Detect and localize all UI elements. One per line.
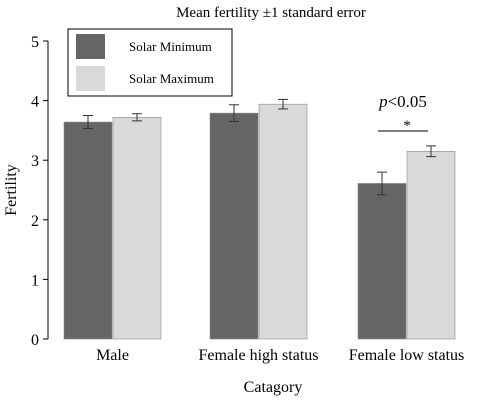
- y-tick-label: 2: [31, 213, 39, 230]
- bar-female-low-status-solar-minimum: [357, 183, 407, 340]
- error-bar-female-low-status-solar-maximum: [426, 145, 436, 158]
- error-bars: [83, 98, 436, 196]
- bars: [63, 103, 456, 340]
- bar-male-solar-maximum: [112, 116, 162, 340]
- y-tick-label: 3: [31, 153, 39, 170]
- x-tick-label: Male: [96, 347, 129, 364]
- x-axis-label: Catagory: [244, 379, 303, 396]
- y-tick-label: 4: [31, 94, 39, 111]
- x-tick-label: Female low status: [349, 347, 465, 364]
- y-tick-label: 5: [31, 34, 39, 51]
- legend: Solar Minimum Solar Maximum: [67, 28, 233, 97]
- bar-female-high-status-solar-maximum: [258, 103, 308, 340]
- bar-female-high-status-solar-minimum: [209, 112, 259, 340]
- chart-title: Mean fertility ±1 standard error: [176, 5, 366, 21]
- error-bar-female-low-status-solar-minimum: [377, 171, 387, 196]
- significance-annotation: p<0.05 *: [378, 92, 428, 134]
- p-value-italic: p: [378, 92, 388, 111]
- x-tick-labels: Male Female high status Female low status: [96, 347, 464, 364]
- significance-star: *: [403, 118, 411, 134]
- error-bar-male-solar-maximum: [132, 113, 142, 122]
- bar-female-low-status-solar-maximum: [406, 150, 456, 340]
- p-value-label: p<0.05: [378, 92, 427, 111]
- legend-label-solar-maximum: Solar Maximum: [129, 71, 214, 86]
- y-tick-labels: 0 1 2 3 4 5: [31, 34, 48, 349]
- y-tick-label: 0: [31, 332, 39, 349]
- legend-swatch-solar-minimum: [76, 34, 105, 59]
- error-bar-male-solar-minimum: [83, 115, 93, 130]
- legend-swatch-solar-maximum: [76, 66, 105, 91]
- bar-male-solar-minimum: [63, 121, 113, 340]
- y-tick-label: 1: [31, 272, 39, 289]
- error-bar-female-high-status-solar-minimum: [229, 104, 239, 122]
- error-bar-female-high-status-solar-maximum: [278, 98, 288, 110]
- x-tick-label: Female high status: [199, 347, 319, 364]
- legend-label-solar-minimum: Solar Minimum: [129, 39, 212, 54]
- y-axis-label: Fertility: [3, 164, 20, 216]
- p-value-threshold: <0.05: [388, 92, 427, 111]
